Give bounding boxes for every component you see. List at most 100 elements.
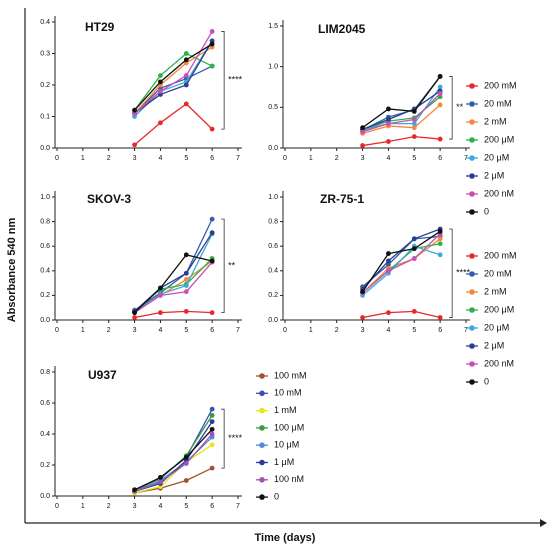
point (386, 139, 391, 144)
x-tick-label: 4 (158, 155, 162, 162)
x-tick-label: 2 (107, 155, 111, 162)
legend-marker (259, 373, 265, 379)
series-line (134, 218, 213, 311)
point (132, 310, 137, 316)
x-tick-label: 2 (335, 327, 339, 334)
series-line (362, 245, 441, 296)
point (437, 136, 443, 142)
point (209, 216, 215, 222)
x-tick-label: 0 (283, 155, 287, 162)
y-tick-label: 0.4 (40, 431, 50, 438)
point (411, 246, 417, 252)
y-tick-label: 0.8 (268, 218, 278, 225)
legend-marker (469, 271, 475, 277)
x-tick-label: 5 (184, 503, 188, 510)
x-tick-label: 6 (210, 503, 214, 510)
x-tick-label: 6 (210, 327, 214, 334)
legend-label: 2 μM (484, 170, 504, 180)
point (411, 121, 417, 126)
y-tick-label: 0.8 (40, 218, 50, 225)
point (209, 29, 215, 34)
point (209, 431, 215, 437)
panel-title: U937 (88, 368, 117, 382)
x-tick-label: 1 (81, 327, 85, 334)
point (411, 125, 417, 131)
series-line (362, 228, 441, 290)
point (183, 57, 189, 63)
legend-marker (469, 307, 475, 313)
x-tick-label: 5 (412, 155, 416, 162)
series-line (134, 43, 213, 111)
legend-label: 20 μM (484, 152, 509, 162)
x-tick-label: 4 (386, 327, 390, 334)
x-tick-label: 2 (107, 503, 111, 510)
point (158, 88, 163, 94)
point (437, 315, 443, 320)
legend-marker (469, 83, 475, 89)
series-line (362, 238, 441, 294)
x-tick-label: 3 (133, 503, 137, 510)
significance-label: **** (456, 268, 471, 278)
legend-label: 200 mM (484, 250, 517, 260)
point (209, 419, 215, 424)
series-line (362, 310, 441, 319)
point (437, 229, 443, 234)
legend-label: 20 μM (484, 322, 509, 332)
legend-label: 20 mM (484, 268, 512, 278)
series-line (362, 86, 441, 131)
point (183, 252, 189, 258)
y-tick-label: 1.0 (268, 64, 278, 71)
point (437, 236, 443, 242)
x-tick-label: 2 (107, 327, 111, 334)
x-tick-label: 5 (184, 155, 188, 162)
point (209, 413, 215, 418)
series-line (362, 104, 441, 134)
x-arrow (540, 519, 547, 527)
x-tick-label: 6 (438, 155, 442, 162)
point (360, 129, 365, 135)
point (386, 251, 391, 256)
series-line (134, 103, 213, 146)
legend-label: 200 mM (484, 80, 517, 90)
point (437, 84, 443, 90)
y-tick-label: 0.2 (40, 462, 50, 469)
series-line (134, 408, 213, 492)
legend-label: 200 μM (484, 134, 514, 144)
legend-label: 1 μM (274, 457, 294, 467)
point (437, 91, 443, 96)
x-tick-label: 3 (133, 327, 137, 334)
point (183, 308, 189, 314)
legend-label: 2 μM (484, 340, 504, 350)
point (183, 478, 189, 483)
legend-marker (259, 459, 265, 466)
series-line (362, 90, 441, 130)
point (132, 142, 137, 148)
y-tick-label: 0.6 (40, 243, 50, 250)
x-tick-label: 5 (184, 327, 188, 334)
point (209, 63, 215, 69)
y-tick-label: 0.6 (40, 400, 50, 407)
x-tick-label: 7 (236, 503, 240, 510)
significance-bracket (449, 76, 453, 140)
legend-label: 100 nM (274, 474, 304, 484)
point (132, 487, 137, 493)
x-tick-label: 0 (283, 327, 287, 334)
point (158, 310, 163, 316)
series-line (134, 428, 213, 491)
series-line (134, 31, 213, 114)
y-tick-label: 0.0 (40, 317, 50, 324)
series-line (134, 254, 213, 314)
point (183, 289, 189, 295)
significance-bracket (221, 31, 225, 130)
point (386, 117, 391, 122)
y-tick-label: 0.0 (40, 145, 50, 152)
point (386, 268, 391, 274)
legend-label: 200 nM (484, 358, 514, 368)
point (411, 109, 417, 114)
y-tick-label: 0.0 (40, 493, 50, 500)
y-tick-label: 0.0 (268, 145, 278, 152)
x-tick-label: 0 (55, 155, 59, 162)
point (158, 285, 163, 291)
point (132, 107, 137, 113)
